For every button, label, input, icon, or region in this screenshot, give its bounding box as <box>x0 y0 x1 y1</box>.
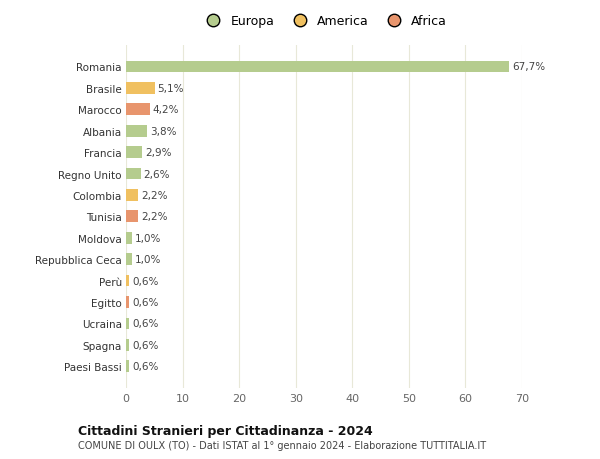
Text: 0,6%: 0,6% <box>132 340 158 350</box>
Text: 0,6%: 0,6% <box>132 276 158 286</box>
Text: 2,9%: 2,9% <box>145 148 172 158</box>
Bar <box>126 126 148 137</box>
Bar <box>126 361 130 372</box>
Bar <box>126 147 142 159</box>
Bar <box>126 168 141 180</box>
Bar <box>126 232 131 244</box>
Bar <box>126 62 509 73</box>
Text: 1,0%: 1,0% <box>134 255 161 264</box>
Text: 5,1%: 5,1% <box>158 84 184 94</box>
Text: 1,0%: 1,0% <box>134 233 161 243</box>
Text: 2,6%: 2,6% <box>143 169 170 179</box>
Bar <box>126 211 139 223</box>
Bar <box>126 104 150 116</box>
Text: 67,7%: 67,7% <box>512 62 545 73</box>
Text: Cittadini Stranieri per Cittadinanza - 2024: Cittadini Stranieri per Cittadinanza - 2… <box>78 425 373 437</box>
Text: 3,8%: 3,8% <box>151 126 177 136</box>
Bar <box>126 254 131 265</box>
Text: 0,6%: 0,6% <box>132 361 158 371</box>
Text: 2,2%: 2,2% <box>141 212 168 222</box>
Text: 0,6%: 0,6% <box>132 319 158 329</box>
Bar <box>126 190 139 202</box>
Bar <box>126 83 155 95</box>
Bar <box>126 297 130 308</box>
Text: COMUNE DI OULX (TO) - Dati ISTAT al 1° gennaio 2024 - Elaborazione TUTTITALIA.IT: COMUNE DI OULX (TO) - Dati ISTAT al 1° g… <box>78 440 486 450</box>
Legend: Europa, America, Africa: Europa, America, Africa <box>197 11 451 32</box>
Bar <box>126 339 130 351</box>
Bar <box>126 275 130 287</box>
Text: 2,2%: 2,2% <box>141 190 168 201</box>
Text: 4,2%: 4,2% <box>152 105 179 115</box>
Bar <box>126 318 130 330</box>
Text: 0,6%: 0,6% <box>132 297 158 308</box>
